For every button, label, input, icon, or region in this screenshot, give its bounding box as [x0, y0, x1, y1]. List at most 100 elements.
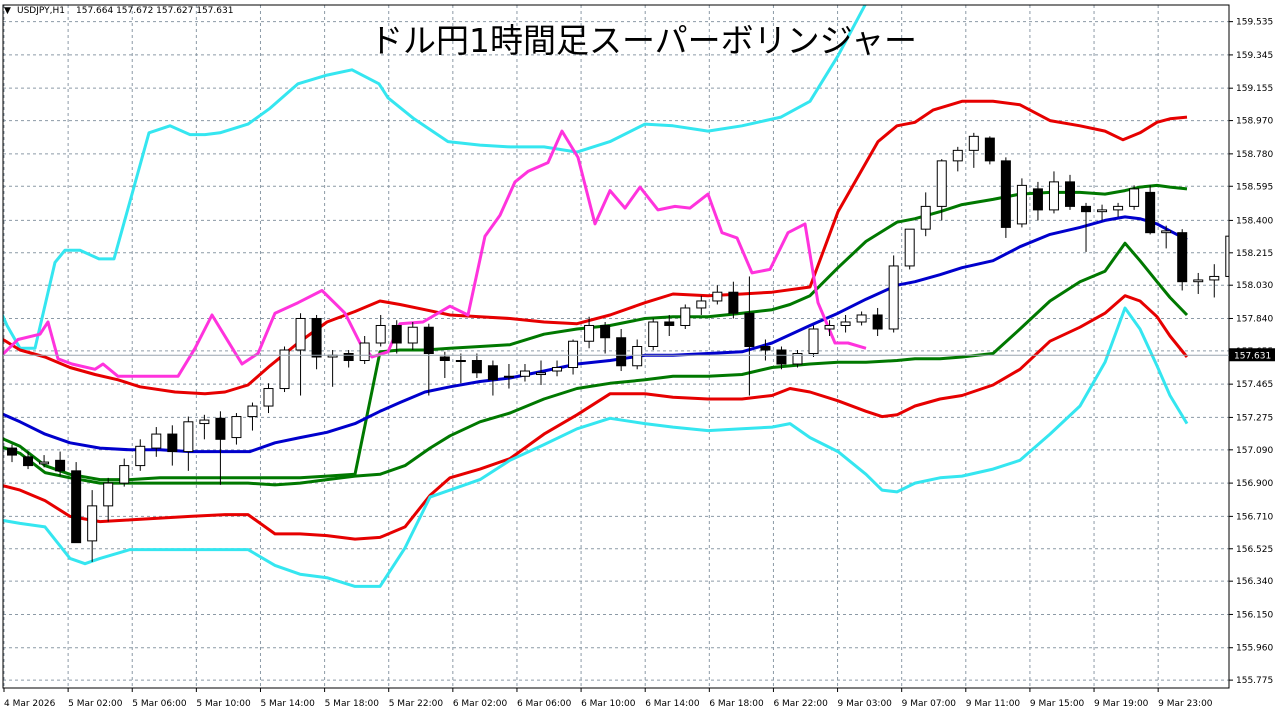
- candlestick: [263, 383, 274, 414]
- candle-body-up: [183, 421, 194, 453]
- candlestick: [744, 276, 755, 396]
- axes: 159.535 159.345 159.155 158.970 158.780 158.5…: [2, 4, 1275, 709]
- candlestick: [1161, 225, 1172, 249]
- candlestick: [568, 339, 579, 375]
- candlestick: [984, 136, 995, 165]
- candlestick: [311, 314, 322, 370]
- candle-body-down: [1258, 227, 1267, 318]
- current-price-tag: [1229, 348, 1275, 362]
- y-tick-label: 159.345: [1236, 51, 1273, 61]
- candlestick: [295, 313, 306, 396]
- grid-lines: [3, 5, 1229, 688]
- candlestick: [471, 353, 482, 379]
- candle-body-up: [519, 370, 530, 377]
- candlestick: [536, 360, 547, 386]
- y-tick-label: 159.155: [1236, 84, 1273, 94]
- y-tick-label: 156.150: [1236, 610, 1273, 620]
- candle-body-down: [7, 447, 18, 456]
- x-tick-label: 5 Mar 22:00: [389, 699, 444, 709]
- candlestick: [680, 304, 691, 329]
- x-tick-label: 5 Mar 06:00: [132, 699, 187, 709]
- collapse-arrow-icon[interactable]: ▼: [4, 6, 11, 16]
- y-tick-label: 155.775: [1236, 676, 1273, 686]
- current-price-label: 157.631: [1234, 351, 1271, 361]
- candle-body-up: [968, 135, 979, 151]
- y-tick-label: 156.710: [1236, 512, 1273, 522]
- candlestick: [888, 255, 899, 333]
- candle-body-up: [792, 353, 803, 365]
- candlestick: [407, 321, 418, 351]
- candle-body-down: [1064, 181, 1075, 207]
- candlestick: [760, 339, 771, 361]
- candlestick: [712, 285, 723, 305]
- candle-body-up: [568, 340, 579, 369]
- candlestick: [487, 360, 498, 396]
- candlestick: [1193, 272, 1204, 294]
- x-tick-label: 5 Mar 18:00: [325, 699, 380, 709]
- candlestick: [423, 323, 434, 396]
- candlestick: [231, 413, 242, 445]
- candlestick: [1209, 264, 1220, 298]
- candlestick: [872, 307, 883, 336]
- y-tick-label: 157.275: [1236, 413, 1273, 423]
- candlestick: [1081, 202, 1092, 252]
- candle-body-down: [471, 360, 482, 374]
- candlestick: [359, 335, 370, 365]
- candle-body-up: [375, 324, 386, 344]
- candle-body-down: [1000, 160, 1011, 228]
- x-tick-label: 5 Mar 14:00: [260, 699, 315, 709]
- candle-body-down: [71, 470, 82, 544]
- x-tick-label: 9 Mar 23:00: [1158, 699, 1213, 709]
- y-tick-label: 158.970: [1236, 117, 1273, 127]
- candlestick: [1258, 224, 1267, 326]
- candle-body-up: [920, 205, 931, 230]
- y-tick-label: 158.215: [1236, 249, 1273, 259]
- candlestick: [1113, 202, 1124, 217]
- x-tick-label: 9 Mar 11:00: [966, 699, 1021, 709]
- candle-body-up: [279, 349, 290, 390]
- candle-body-up: [247, 405, 258, 418]
- candle-body-up: [1129, 188, 1140, 207]
- candlestick: [1000, 157, 1011, 238]
- y-tick-label: 158.030: [1236, 281, 1273, 291]
- lagging-span-line: [3, 129, 867, 378]
- candle-body-down: [487, 365, 498, 381]
- candle-body-up: [1113, 205, 1124, 211]
- plot-frame: [2, 4, 1230, 689]
- y-tick-label: 157.465: [1236, 380, 1273, 390]
- band-plus-3sigma-line: [3, 5, 867, 350]
- candle-body-down: [439, 356, 450, 362]
- y-tick-label: 156.525: [1236, 545, 1273, 555]
- candlestick: [1129, 185, 1140, 210]
- candle-body-down: [23, 456, 34, 467]
- candlestick: [1016, 178, 1027, 228]
- candle-body-down: [423, 326, 434, 355]
- candlestick: [135, 439, 146, 471]
- candlestick: [1032, 181, 1043, 221]
- candle-body-up: [856, 314, 867, 323]
- candlestick: [728, 281, 739, 319]
- candlestick: [1177, 229, 1188, 291]
- candlestick: [7, 444, 18, 463]
- y-tick-label: 156.900: [1236, 479, 1273, 489]
- candle-body-up: [359, 342, 370, 362]
- candle-body-down: [55, 459, 66, 472]
- candle-body-up: [680, 307, 691, 326]
- candlestick: [247, 402, 258, 431]
- candle-body-down: [1177, 232, 1188, 283]
- candle-body-up: [151, 433, 162, 449]
- candle-body-up: [199, 419, 210, 425]
- candlestick: [936, 159, 947, 221]
- candle-body-up: [135, 445, 146, 467]
- candle-body-down: [616, 337, 627, 367]
- candlesticks: [7, 132, 1267, 562]
- band-plus-2sigma-line: [3, 99, 1188, 396]
- x-tick-label: 6 Mar 06:00: [517, 699, 572, 709]
- candle-body-up: [552, 367, 563, 372]
- y-tick-label: 159.535: [1236, 18, 1273, 28]
- x-tick-label: 9 Mar 07:00: [902, 699, 957, 709]
- candlestick: [119, 458, 130, 487]
- candle-body-up: [1225, 235, 1229, 277]
- candle-body-up: [888, 265, 899, 330]
- candle-body-up: [1161, 230, 1172, 234]
